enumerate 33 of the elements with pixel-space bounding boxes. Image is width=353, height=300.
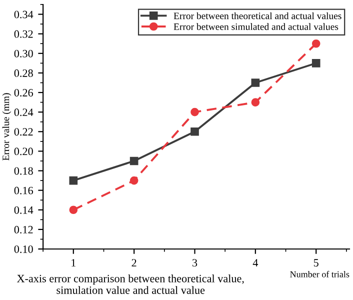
y-tick-label: 0.24 (14, 108, 34, 116)
point (312, 39, 320, 48)
point (251, 78, 260, 87)
y-tick-label: 0.28 (14, 69, 33, 77)
point (69, 206, 78, 214)
text: X-axis error comparison between theoretical value, simulation value and actual value (17, 274, 244, 294)
y-tick-label: 0.12 (14, 226, 33, 234)
y-tick-label: 0.30 (14, 50, 33, 58)
x-axis-title: Number of trials (290, 270, 350, 278)
y-tick-label: 0.16 (14, 186, 34, 194)
y-tick-label: 0.18 (14, 167, 33, 175)
y-tick-label: 0.26 (14, 88, 34, 97)
y-tick-label: 0.14 (14, 206, 34, 214)
y-tick-label: 0.20 (14, 148, 33, 156)
point (69, 176, 78, 185)
x-tick-label: 2 (132, 259, 136, 266)
point (312, 59, 320, 68)
point (130, 176, 138, 185)
y-tick-label: 0.32 (14, 30, 33, 38)
point (190, 108, 199, 116)
point (130, 156, 138, 166)
y-axis-title: Error value (mm) (2, 93, 12, 160)
point (190, 127, 199, 136)
x-tick-label: 1 (72, 259, 76, 266)
y-tick-label: 0.34 (14, 10, 34, 18)
legend-label: Error between simulated and actual values (174, 23, 338, 30)
x-tick-label: 3 (192, 259, 198, 267)
y-tick-label: 0.10 (14, 245, 33, 254)
legend-label: Error between theoretical and actual values (174, 12, 342, 20)
x-tick-label: 4 (252, 259, 258, 266)
y-tick-label: 0.22 (14, 128, 33, 136)
point (251, 98, 260, 106)
x-tick-label: 5 (314, 259, 318, 267)
